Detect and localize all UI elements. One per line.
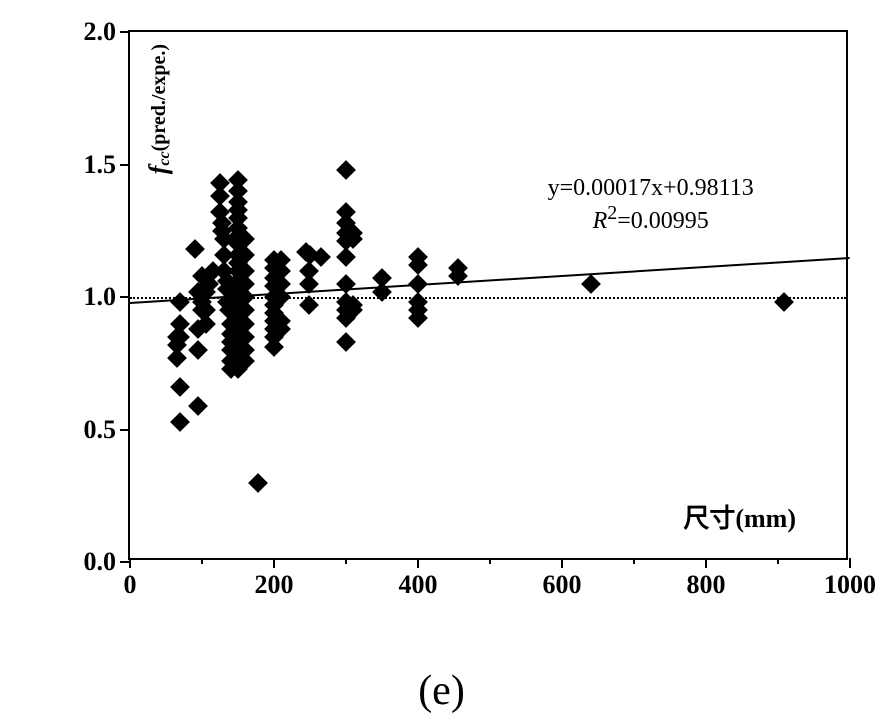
- y-tick-label: 1.5: [84, 150, 117, 180]
- x-tick-minor: [345, 558, 347, 564]
- data-point: [188, 396, 208, 416]
- x-tick-label: 400: [399, 570, 438, 600]
- x-tick: [561, 558, 563, 568]
- x-tick-minor: [777, 558, 779, 564]
- fit-annotation: y=0.00017x+0.98113R2=0.00995: [548, 175, 754, 235]
- data-point: [248, 473, 268, 493]
- data-point: [170, 412, 190, 432]
- x-tick-label: 1000: [824, 570, 876, 600]
- data-point: [336, 332, 356, 352]
- data-point: [188, 340, 208, 360]
- x-tick-minor: [489, 558, 491, 564]
- x-tick: [129, 558, 131, 568]
- data-point: [774, 292, 794, 312]
- x-tick-label: 0: [124, 570, 137, 600]
- data-point: [185, 239, 205, 259]
- data-point: [336, 247, 356, 267]
- x-tick-minor: [201, 558, 203, 564]
- x-tick: [705, 558, 707, 568]
- data-point: [170, 292, 190, 312]
- data-point: [581, 274, 601, 294]
- x-tick: [273, 558, 275, 568]
- y-axis-label: fcc(pred./expe.): [144, 44, 174, 174]
- data-point: [408, 274, 428, 294]
- plot-area: 尺寸(mm) fcc(pred./expe.) 0.00.51.01.52.00…: [128, 30, 848, 560]
- y-tick-label: 2.0: [84, 17, 117, 47]
- y-tick: [120, 296, 130, 298]
- y-tick: [120, 31, 130, 33]
- x-tick-label: 800: [687, 570, 726, 600]
- data-point: [170, 377, 190, 397]
- y-tick-label: 0.0: [84, 547, 117, 577]
- data-point: [336, 160, 356, 180]
- y-tick-label: 0.5: [84, 415, 117, 445]
- x-tick: [417, 558, 419, 568]
- x-tick-minor: [633, 558, 635, 564]
- x-tick-label: 200: [255, 570, 294, 600]
- data-point: [167, 348, 187, 368]
- y-tick-label: 1.0: [84, 282, 117, 312]
- chart-container: 尺寸(mm) fcc(pred./expe.) 0.0 0.5 1.0 1.5 2.0 0…: [68, 20, 858, 610]
- x-tick: [849, 558, 851, 568]
- y-tick: [120, 164, 130, 166]
- x-axis-label: 尺寸(mm): [683, 498, 796, 535]
- y-tick: [120, 429, 130, 431]
- x-tick-label: 600: [543, 570, 582, 600]
- subplot-label: (e): [418, 667, 465, 715]
